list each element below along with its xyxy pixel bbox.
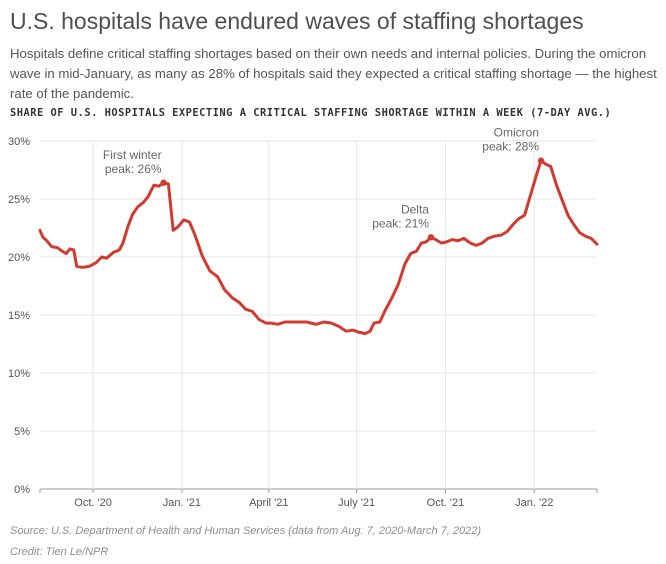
- credit-note: Credit: Tien Le/NPR: [10, 546, 109, 558]
- y-tick-label: 10%: [8, 368, 30, 380]
- y-tick-label: 15%: [8, 310, 30, 322]
- peak-marker: [160, 179, 167, 186]
- x-tick-label: Jan. '21: [163, 497, 201, 509]
- x-axis-ticks: Oct. '20 Jan. '21 April '21 July '21 Oct. '2…: [74, 497, 553, 509]
- line-chart: 0% 5% 10% 15% 20% 25% 30% Oct. '20 Jan. '21 Apri…: [8, 128, 599, 509]
- peak-annotation: Delta peak: 21%: [372, 202, 429, 230]
- peak-annotation: First winter peak: 26%: [103, 148, 162, 176]
- x-tick-label: Jan. '22: [515, 497, 553, 509]
- chart-heading: SHARE OF U.S. HOSPITALS EXPECTING A CRIT…: [10, 107, 612, 119]
- source-note: Source: U.S. Department of Health and Hu…: [10, 525, 481, 537]
- y-tick-label: 0%: [14, 484, 30, 496]
- x-tick-label: April '21: [249, 497, 288, 509]
- peak-marker: [537, 157, 545, 164]
- peak-annotation: Omicron peak: 28%: [482, 128, 539, 154]
- x-tick-label: Oct. '20: [74, 497, 112, 509]
- chart-subtitle: Hospitals define critical staffing short…: [10, 46, 657, 101]
- gridlines: [39, 140, 598, 493]
- x-tick-label: Oct. '21: [427, 497, 465, 509]
- annotations: First winter peak: 26% Delta peak: 21% Omicr…: [103, 128, 545, 241]
- y-tick-label: 5%: [14, 426, 30, 438]
- y-axis-ticks: 0% 5% 10% 15% 20% 25% 30%: [8, 136, 30, 496]
- y-tick-label: 30%: [8, 136, 30, 148]
- y-tick-label: 25%: [8, 194, 30, 206]
- peak-marker: [427, 234, 435, 241]
- x-tick-label: July '21: [338, 497, 375, 509]
- chart-title: U.S. hospitals have endured waves of sta…: [10, 8, 584, 34]
- series-line: [38, 159, 599, 336]
- y-tick-label: 20%: [8, 252, 30, 264]
